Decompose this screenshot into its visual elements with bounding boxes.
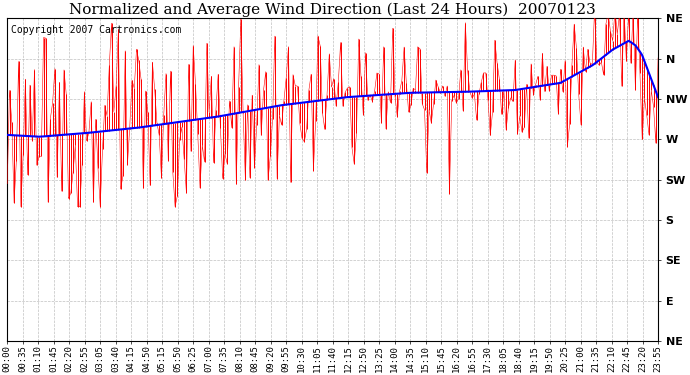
Title: Normalized and Average Wind Direction (Last 24 Hours)  20070123: Normalized and Average Wind Direction (L… — [69, 3, 596, 17]
Text: Copyright 2007 Cartronics.com: Copyright 2007 Cartronics.com — [10, 25, 181, 35]
